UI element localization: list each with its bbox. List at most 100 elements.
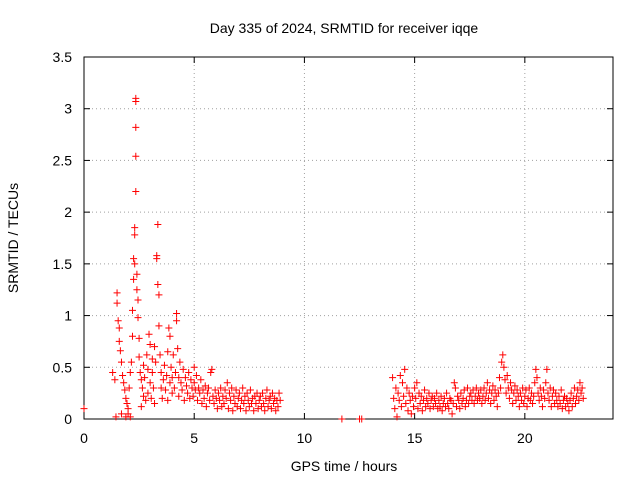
- data-point: [208, 365, 216, 373]
- data-point: [556, 399, 564, 407]
- y-tick-label: 2: [64, 204, 72, 220]
- data-point: [200, 394, 208, 402]
- data-point: [173, 310, 181, 318]
- data-point: [265, 396, 273, 404]
- data-point: [457, 389, 465, 397]
- data-point: [113, 289, 121, 297]
- data-point: [177, 379, 185, 387]
- data-point: [412, 394, 420, 402]
- data-point: [173, 317, 181, 325]
- data-point: [117, 410, 125, 418]
- data-point: [206, 396, 214, 404]
- data-point: [155, 291, 163, 299]
- data-point: [236, 405, 244, 413]
- data-point: [130, 255, 138, 263]
- data-point: [399, 379, 407, 387]
- data-point: [413, 379, 421, 387]
- data-point: [520, 399, 528, 407]
- data-point: [207, 368, 215, 376]
- data-point: [115, 324, 123, 332]
- y-tick-label: 3.5: [53, 49, 73, 65]
- data-point: [109, 368, 117, 376]
- data-point: [407, 410, 415, 418]
- data-point: [189, 392, 197, 400]
- data-point: [260, 399, 268, 407]
- plot-frame: [83, 56, 614, 420]
- data-point: [166, 332, 174, 340]
- data-point: [433, 389, 441, 397]
- data-point: [259, 389, 267, 397]
- data-point: [421, 386, 429, 394]
- data-point: [113, 299, 121, 307]
- data-point: [171, 368, 179, 376]
- data-point: [411, 384, 419, 392]
- data-point: [135, 353, 143, 361]
- data-point: [199, 386, 207, 394]
- data-point: [503, 372, 511, 380]
- data-point: [553, 396, 561, 404]
- data-point: [541, 394, 549, 402]
- data-point: [115, 337, 123, 345]
- data-point: [216, 396, 224, 404]
- data-point: [513, 386, 521, 394]
- data-point: [132, 123, 140, 131]
- data-point: [223, 379, 231, 387]
- axis-ticks: [83, 56, 613, 420]
- data-point: [575, 396, 583, 404]
- y-tick-label: 0: [64, 411, 72, 427]
- data-point: [494, 389, 502, 397]
- data-point: [196, 389, 204, 397]
- data-point: [179, 365, 187, 373]
- data-point: [138, 384, 146, 392]
- data-point: [501, 376, 509, 384]
- data-point: [180, 396, 188, 404]
- data-point: [146, 379, 154, 387]
- data-point: [404, 407, 412, 415]
- data-point: [123, 399, 131, 407]
- data-point: [498, 358, 506, 366]
- data-point: [176, 358, 184, 366]
- data-point: [167, 363, 175, 371]
- data-point: [240, 399, 248, 407]
- data-point: [112, 413, 120, 421]
- data-point: [448, 410, 456, 418]
- data-point: [232, 386, 240, 394]
- data-point: [158, 394, 166, 402]
- x-tick-label: 5: [190, 430, 198, 446]
- data-point: [128, 306, 136, 314]
- data-point: [126, 413, 134, 421]
- data-point: [276, 396, 284, 404]
- data-point: [484, 394, 492, 402]
- data-point: [168, 389, 176, 397]
- data-point: [178, 386, 186, 394]
- data-point: [395, 396, 403, 404]
- data-point: [488, 389, 496, 397]
- data-point: [170, 384, 178, 392]
- data-point: [175, 374, 183, 382]
- data-point: [146, 341, 154, 349]
- data-point: [430, 394, 438, 402]
- data-point: [545, 396, 553, 404]
- data-point: [184, 389, 192, 397]
- data-point: [131, 231, 139, 239]
- data-point: [489, 382, 497, 390]
- data-point: [542, 379, 550, 387]
- data-point: [155, 322, 163, 330]
- data-point: [157, 368, 165, 376]
- data-point: [261, 407, 269, 415]
- data-point: [120, 379, 128, 387]
- data-point: [151, 343, 159, 351]
- data-point: [425, 389, 433, 397]
- data-point: [480, 384, 488, 392]
- y-tick-label: 2.5: [53, 152, 73, 168]
- data-point: [455, 396, 463, 404]
- data-point: [490, 396, 498, 404]
- x-axis-title: GPS time / hours: [291, 458, 398, 474]
- data-point: [154, 281, 162, 289]
- y-tick-label: 0.5: [53, 359, 73, 375]
- data-point: [568, 403, 576, 411]
- data-point: [438, 407, 446, 415]
- data-point: [530, 392, 538, 400]
- data-point: [242, 407, 250, 415]
- data-point: [127, 358, 135, 366]
